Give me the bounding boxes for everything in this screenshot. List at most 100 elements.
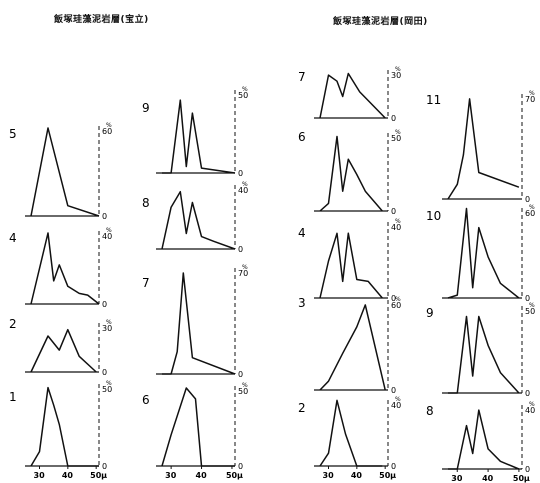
series-line-sample-6: [319, 135, 383, 212]
left-group-title: 飯塚珪藻泥岩層(宝立): [54, 15, 149, 25]
series-line-sample-10: [447, 207, 520, 299]
y-tick-label: 50: [102, 385, 112, 394]
y-unit-label: %: [395, 296, 401, 303]
y-unit-label: %: [529, 302, 535, 309]
y-unit-label: %: [106, 122, 112, 129]
y-zero-label: 0: [238, 169, 243, 178]
series-line-sample-3: [319, 304, 386, 391]
series-line-sample-11: [447, 98, 520, 200]
y-zero-label: 0: [102, 212, 107, 221]
y-zero-label: 0: [102, 368, 107, 377]
x-tick-label: 40: [482, 474, 494, 483]
y-unit-label: %: [106, 227, 112, 234]
sample-label: 8: [142, 196, 150, 210]
y-zero-label: 0: [102, 462, 107, 471]
x-tick-label: 40: [351, 471, 363, 480]
y-tick-label: 40: [391, 401, 401, 410]
series-line-sample-4: [30, 232, 100, 305]
y-unit-label: %: [106, 380, 112, 387]
right-group-title: 飯塚珪藻泥岩層(岡田): [333, 17, 428, 27]
y-zero-label: 0: [391, 114, 396, 123]
y-tick-label: 30: [391, 71, 401, 80]
series-line-sample-2: [30, 328, 97, 373]
y-tick-label: 30: [102, 324, 112, 333]
x-tick-label: 40: [196, 471, 208, 480]
y-zero-label: 0: [525, 389, 530, 398]
series-line-sample-2: [319, 399, 383, 467]
series-line-sample-8: [448, 409, 520, 470]
y-tick-label: 40: [238, 186, 248, 195]
y-tick-label: 60: [102, 127, 112, 136]
y-unit-label: %: [395, 396, 401, 403]
sample-label: 9: [426, 306, 434, 320]
series-line-sample-1: [30, 386, 99, 467]
y-unit-label: %: [529, 401, 535, 408]
y-tick-label: 60: [525, 209, 535, 218]
y-tick-label: 70: [238, 269, 248, 278]
y-unit-label: %: [242, 181, 248, 188]
x-unit-label: μ: [237, 471, 243, 480]
y-zero-label: 0: [525, 465, 530, 474]
y-tick-label: 50: [525, 307, 535, 316]
y-zero-label: 0: [391, 462, 396, 471]
y-zero-label: 0: [238, 370, 243, 379]
x-tick-label: 50: [513, 474, 525, 483]
sample-label: 9: [142, 101, 150, 115]
y-tick-label: 60: [391, 301, 401, 310]
sample-label: 4: [9, 231, 17, 245]
series-line-sample-5: [30, 127, 100, 217]
y-unit-label: %: [529, 204, 535, 211]
x-tick-label: 50: [379, 471, 391, 480]
x-tick-label: 30: [323, 471, 335, 480]
y-zero-label: 0: [525, 294, 530, 303]
sample-label: 7: [142, 276, 150, 290]
x-unit-label: μ: [101, 471, 107, 480]
x-tick-label: 30: [34, 471, 46, 480]
sample-label: 3: [298, 296, 306, 310]
sample-label: 6: [142, 393, 150, 407]
x-tick-label: 30: [165, 471, 177, 480]
sample-label: 2: [298, 401, 306, 415]
y-zero-label: 0: [391, 386, 396, 395]
x-tick-label: 30: [451, 474, 463, 483]
y-zero-label: 0: [391, 294, 396, 303]
x-unit-label: μ: [524, 474, 530, 483]
x-tick-label: 50: [226, 471, 238, 480]
y-unit-label: %: [395, 66, 401, 73]
y-tick-label: 40: [525, 406, 535, 415]
y-unit-label: %: [242, 86, 248, 93]
series-line-sample-7: [319, 72, 386, 119]
y-zero-label: 0: [238, 245, 243, 254]
sample-label: 5: [9, 127, 17, 141]
series-line-sample-7: [162, 272, 236, 375]
y-unit-label: %: [242, 382, 248, 389]
sample-label: 1: [9, 390, 17, 404]
y-unit-label: %: [529, 90, 535, 97]
y-tick-label: 50: [391, 134, 401, 143]
y-unit-label: %: [106, 319, 112, 326]
y-zero-label: 0: [525, 195, 530, 204]
y-zero-label: 0: [102, 300, 107, 309]
series-line-sample-9: [448, 315, 520, 394]
series-line-sample-4: [319, 232, 383, 299]
sample-label: 6: [298, 130, 306, 144]
x-tick-label: 40: [62, 471, 74, 480]
sample-label: 2: [9, 317, 17, 331]
y-tick-label: 50: [238, 387, 248, 396]
x-unit-label: μ: [390, 471, 396, 480]
y-tick-label: 70: [525, 95, 535, 104]
x-tick-label: 50: [90, 471, 102, 480]
series-line-sample-9: [162, 99, 236, 174]
y-unit-label: %: [242, 264, 248, 271]
y-zero-label: 0: [238, 462, 243, 471]
sample-label: 11: [426, 93, 441, 107]
y-unit-label: %: [395, 218, 401, 225]
sample-label: 8: [426, 404, 434, 418]
series-line-sample-8: [161, 190, 236, 250]
y-unit-label: %: [395, 129, 401, 136]
sample-label: 10: [426, 209, 441, 223]
y-tick-label: 40: [102, 232, 112, 241]
y-tick-label: 40: [391, 223, 401, 232]
sample-label: 4: [298, 226, 306, 240]
